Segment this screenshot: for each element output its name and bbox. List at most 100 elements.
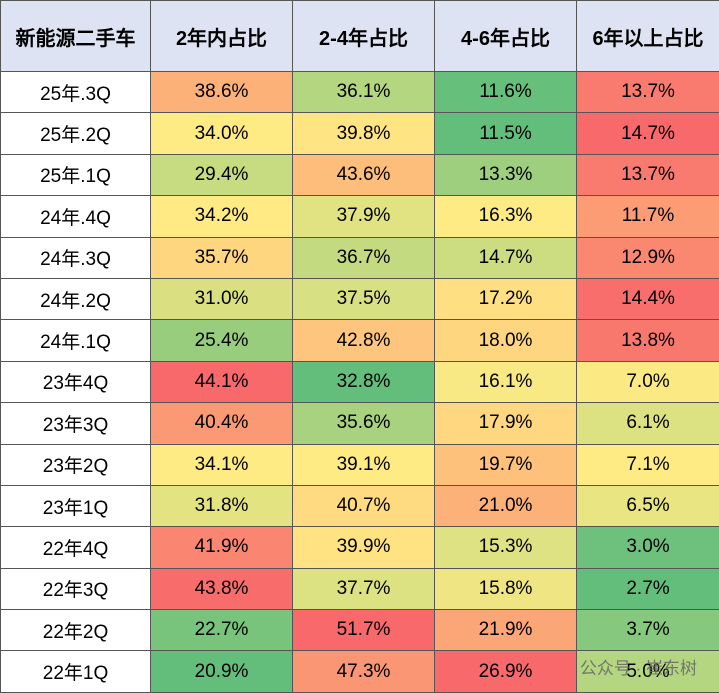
value-cell: 42.8% [292,319,435,362]
value-cell: 39.8% [292,112,435,155]
row-label: 22年4Q [0,526,151,569]
value-cell: 17.9% [434,402,577,445]
value-cell: 26.9% [434,650,577,693]
header-cell: 新能源二手车 [0,0,151,72]
value-cell: 14.7% [434,236,577,279]
value-cell: 13.8% [576,319,719,362]
value-cell: 15.8% [434,567,577,611]
value-cell: 3.0% [576,526,719,569]
table-row: 24年.4Q 34.2% 37.9% 16.3% 11.7% [0,195,719,238]
value-cell: 13.3% [434,153,577,197]
value-cell: 5.0% [576,650,719,693]
value-cell: 41.9% [150,526,293,569]
value-cell: 2.7% [576,567,719,611]
row-label: 24年.1Q [0,319,151,362]
value-cell: 32.8% [292,360,435,404]
value-cell: 34.1% [150,443,293,486]
value-cell: 43.6% [292,153,435,197]
value-cell: 18.0% [434,319,577,362]
value-cell: 31.0% [150,277,293,321]
row-label: 25年.3Q [0,70,151,114]
value-cell: 51.7% [292,609,435,652]
value-cell: 20.9% [150,650,293,693]
value-cell: 34.2% [150,195,293,238]
value-cell: 44.1% [150,360,293,404]
value-cell: 39.9% [292,526,435,569]
table-row: 22年1Q 20.9% 47.3% 26.9% 5.0% [0,650,719,693]
watermark: 公众号 · 崔东树 [579,659,697,678]
table-row: 22年3Q 43.8% 37.7% 15.8% 2.7% [0,567,719,611]
table-row: 25年.2Q 34.0% 39.8% 11.5% 14.7% [0,112,719,155]
header-cell: 2年内占比 [150,0,293,72]
value-cell: 37.5% [292,277,435,321]
value-cell: 37.7% [292,567,435,611]
row-label: 22年2Q [0,609,151,652]
row-label: 22年3Q [0,567,151,611]
value-cell: 6.5% [576,484,719,528]
table-body: 25年.3Q 38.6% 36.1% 11.6% 13.7% 25年.2Q 34.0% 39.… [0,70,719,693]
table-row: 24年.3Q 35.7% 36.7% 14.7% 12.9% [0,236,719,279]
value-cell: 43.8% [150,567,293,611]
value-cell: 47.3% [292,650,435,693]
value-cell: 13.7% [576,70,719,114]
row-label: 23年2Q [0,443,151,486]
table-row: 22年4Q 41.9% 39.9% 15.3% 3.0% [0,526,719,569]
row-label: 24年.3Q [0,236,151,279]
value-cell: 25.4% [150,319,293,362]
value-cell: 29.4% [150,153,293,197]
value-cell: 22.7% [150,609,293,652]
row-label: 24年.2Q [0,277,151,321]
row-label: 22年1Q [0,650,151,693]
table-row: 23年2Q 34.1% 39.1% 19.7% 7.1% [0,443,719,486]
value-cell: 16.3% [434,195,577,238]
value-cell: 40.4% [150,402,293,445]
value-cell: 36.1% [292,70,435,114]
value-cell: 36.7% [292,236,435,279]
value-cell: 21.9% [434,609,577,652]
row-label: 23年4Q [0,360,151,404]
value-cell: 15.3% [434,526,577,569]
table-row: 23年1Q 31.8% 40.7% 21.0% 6.5% [0,484,719,528]
row-label: 23年3Q [0,402,151,445]
value-cell: 3.7% [576,609,719,652]
value-cell: 7.1% [576,443,719,486]
value-cell: 6.1% [576,402,719,445]
value-cell: 17.2% [434,277,577,321]
row-label: 24年.4Q [0,195,151,238]
value-cell: 40.7% [292,484,435,528]
row-label: 23年1Q [0,484,151,528]
value-cell: 34.0% [150,112,293,155]
value-cell: 16.1% [434,360,577,404]
value-cell: 14.4% [576,277,719,321]
value-cell: 7.0% [576,360,719,404]
table-row: 22年2Q 22.7% 51.7% 21.9% 3.7% [0,609,719,652]
header-row: 新能源二手车 2年内占比 2-4年占比 4-6年占比 6年以上占比 [0,0,719,72]
value-cell: 14.7% [576,112,719,155]
value-cell: 11.5% [434,112,577,155]
value-cell: 11.7% [576,195,719,238]
table-row: 25年.1Q 29.4% 43.6% 13.3% 13.7% [0,153,719,197]
value-cell: 12.9% [576,236,719,279]
value-cell: 35.6% [292,402,435,445]
table-row: 25年.3Q 38.6% 36.1% 11.6% 13.7% [0,70,719,114]
row-label: 25年.1Q [0,153,151,197]
header-cell: 2-4年占比 [292,0,435,72]
header-cell: 4-6年占比 [434,0,577,72]
value-cell: 19.7% [434,443,577,486]
value-cell: 38.6% [150,70,293,114]
table-row: 24年.1Q 25.4% 42.8% 18.0% 13.8% [0,319,719,362]
table-row: 24年.2Q 31.0% 37.5% 17.2% 14.4% [0,277,719,321]
value-cell: 37.9% [292,195,435,238]
value-cell: 35.7% [150,236,293,279]
header-cell: 6年以上占比 [576,0,719,72]
value-cell: 31.8% [150,484,293,528]
row-label: 25年.2Q [0,112,151,155]
value-cell: 13.7% [576,153,719,197]
table-row: 23年4Q 44.1% 32.8% 16.1% 7.0% [0,360,719,404]
table-row: 23年3Q 40.4% 35.6% 17.9% 6.1% [0,402,719,445]
value-cell: 11.6% [434,70,577,114]
value-cell: 39.1% [292,443,435,486]
value-cell: 21.0% [434,484,577,528]
